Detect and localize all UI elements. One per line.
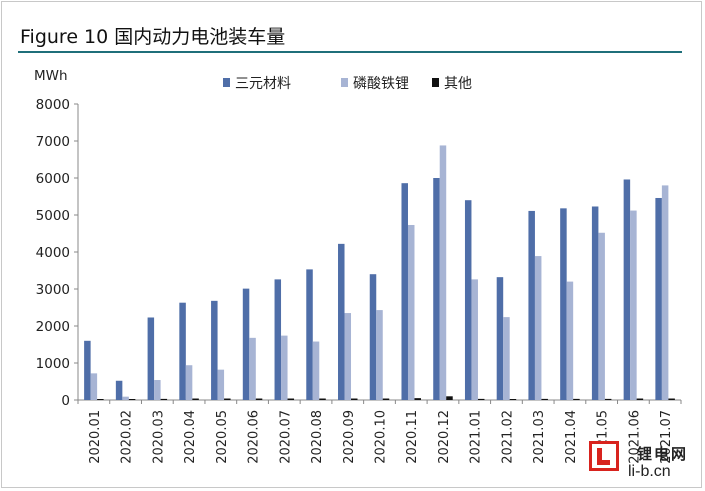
x-tick-label: 2021.01 [469, 410, 484, 464]
y-tick-label: 7000 [36, 134, 70, 150]
bar-ternary-2021.06 [623, 179, 631, 400]
bar-ternary-2021.01 [464, 200, 472, 400]
y-tick-label: 1000 [36, 356, 70, 372]
y-tick-label: 4000 [36, 245, 70, 261]
bar-other-2020.06 [255, 398, 263, 400]
bar-lfp-2020.05 [217, 369, 225, 400]
bar-lfp-2021.06 [630, 210, 637, 400]
bar-other-2020.05 [224, 398, 231, 400]
watermark-url: li-b.cn [628, 463, 671, 480]
bar-other-2021.02 [509, 399, 517, 400]
x-tick-label: 2020.07 [278, 410, 293, 464]
bar-other-2020.11 [414, 398, 421, 400]
x-tick-label: 2020.10 [374, 410, 389, 464]
figure-title: Figure 10 国内动力电池装车量 [20, 26, 286, 48]
bar-ternary-2020.05 [211, 300, 218, 400]
bar-lfp-2021.04 [566, 281, 574, 400]
x-tick-label: 2020.09 [342, 410, 357, 464]
x-tick-label: 2021.02 [500, 410, 515, 464]
y-tick-label: 8000 [36, 97, 70, 113]
x-tick-label: 2021.03 [532, 410, 547, 464]
bar-ternary-2020.10 [369, 274, 377, 400]
bar-ternary-2020.07 [274, 279, 282, 400]
bar-ternary-2020.02 [115, 380, 123, 400]
y-tick-label: 3000 [36, 282, 70, 298]
bar-ternary-2020.06 [242, 288, 250, 400]
bar-other-2020.02 [128, 399, 136, 400]
bar-lfp-2020.04 [185, 365, 193, 400]
x-tick-label: 2020.06 [247, 410, 262, 464]
bar-lfp-2021.03 [534, 256, 542, 400]
bar-other-2020.07 [287, 398, 295, 400]
bar-ternary-2020.12 [433, 178, 440, 400]
bar-ternary-2021.04 [560, 208, 567, 400]
y-tick-label: 0 [61, 393, 70, 409]
x-tick-label: 2021.07 [659, 410, 674, 464]
x-tick-label: 2020.05 [215, 410, 230, 464]
y-tick-label: 2000 [36, 319, 70, 335]
x-tick-label: 2020.02 [120, 410, 135, 464]
bar-other-2020.01 [97, 399, 104, 400]
bar-other-2021.01 [477, 398, 485, 400]
bar-lfp-2020.01 [90, 373, 98, 400]
bar-other-2021.06 [636, 398, 644, 400]
bar-other-2020.12 [446, 396, 453, 400]
x-tick-label: 2020.01 [88, 410, 103, 464]
bar-ternary-2021.07 [655, 197, 662, 400]
bar-lfp-2020.08 [312, 341, 320, 400]
bar-lfp-2020.03 [154, 380, 161, 400]
bar-lfp-2020.12 [439, 145, 447, 400]
bar-ternary-2020.08 [306, 269, 313, 400]
x-tick-label: 2020.04 [183, 410, 198, 464]
bar-lfp-2021.02 [503, 317, 510, 400]
bar-ternary-2021.03 [528, 210, 535, 400]
legend-label-lfp: 磷酸铁锂 [353, 76, 409, 92]
watermark-logo-icon [589, 441, 619, 471]
bar-other-2020.04 [192, 398, 199, 400]
bar-ternary-2021.05 [591, 206, 599, 400]
bar-ternary-2021.02 [496, 277, 504, 400]
bar-lfp-2020.10 [376, 310, 383, 400]
legend-swatch-lfp [341, 78, 348, 87]
bar-lfp-2021.05 [598, 232, 605, 400]
bar-ternary-2020.03 [147, 317, 155, 400]
x-tick-label: 2021.06 [627, 410, 642, 464]
y-tick-label: 6000 [36, 171, 70, 187]
x-tick-label: 2020.11 [405, 410, 420, 464]
bar-lfp-2020.09 [344, 313, 352, 400]
legend-swatch-ternary [223, 78, 230, 87]
legend-swatch-other [432, 78, 439, 87]
bar-other-2021.03 [541, 398, 548, 400]
bar-other-2021.04 [573, 398, 580, 400]
bar-ternary-2020.04 [179, 302, 186, 400]
bar-other-2020.10 [382, 398, 390, 400]
y-axis-unit: MWh [34, 68, 68, 84]
watermark-name: 锂电网 [637, 445, 689, 463]
bar-other-2020.08 [319, 398, 326, 400]
title-rule [18, 51, 682, 53]
x-tick-label: 2021.04 [564, 410, 579, 464]
x-tick-label: 2020.08 [310, 410, 325, 464]
legend-label-other: 其他 [444, 76, 472, 92]
bar-other-2020.03 [160, 398, 168, 400]
bar-lfp-2020.06 [249, 337, 256, 400]
bar-other-2021.05 [604, 398, 612, 400]
bar-ternary-2020.01 [84, 340, 91, 400]
bar-lfp-2020.02 [122, 396, 129, 400]
bar-ternary-2020.09 [338, 243, 345, 400]
x-tick-label: 2020.03 [151, 410, 166, 464]
x-tick-label: 2020.12 [437, 410, 452, 464]
y-tick-label: 5000 [36, 208, 70, 224]
bar-lfp-2020.11 [407, 224, 415, 400]
bar-other-2020.09 [351, 398, 358, 400]
bar-lfp-2021.07 [661, 185, 669, 400]
legend-label-ternary: 三元材料 [235, 76, 291, 92]
bar-lfp-2020.07 [281, 335, 288, 400]
bar-lfp-2021.01 [471, 279, 478, 400]
bar-ternary-2020.11 [401, 183, 408, 400]
bar-other-2021.07 [668, 398, 675, 400]
